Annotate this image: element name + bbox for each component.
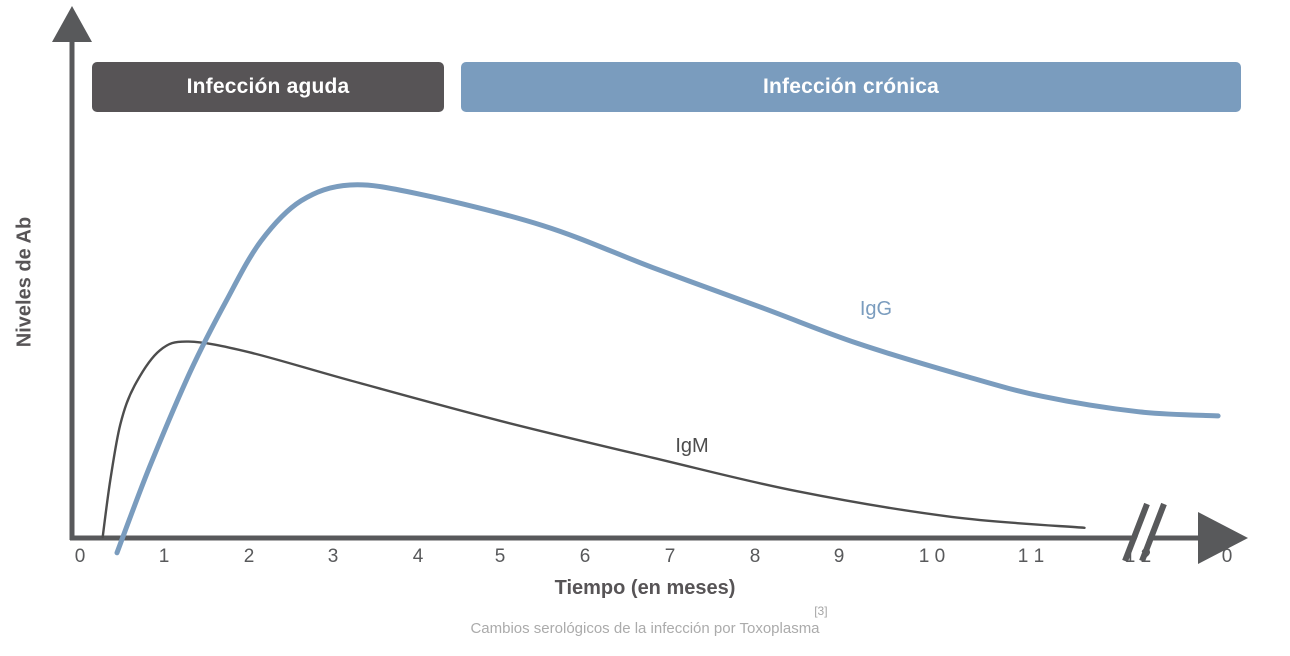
serology-plot: 0 1 2 3 4 5 6 7 8 9 1 0 1 1 1 2 0 IgM IgG [0,0,1290,656]
x-axis-title: Tiempo (en meses) [0,577,1290,600]
x-tick-label: 1 1 [1018,546,1044,567]
x-tick-label: 0 [75,546,86,567]
x-tick-label: 9 [834,546,845,567]
x-tick-label: 0 [1222,546,1233,567]
series-label-igm: IgM [675,435,708,457]
x-tick-label: 3 [328,546,339,567]
caption-text: Cambios serológicos de la infección por … [470,620,819,637]
chart-canvas: Infección aguda Infección crónica Nivele… [0,0,1290,656]
x-tick-label: 2 [244,546,255,567]
y-axis-arrow-icon [52,6,92,42]
curve-igm [103,342,1085,537]
x-tick-labels-group: 0 1 2 3 4 5 6 7 8 9 1 0 1 1 1 2 0 [75,546,1233,567]
curve-igg [117,185,1218,553]
x-tick-label: 1 0 [919,546,945,567]
curve-labels-group: IgM IgG [675,298,892,457]
x-tick-label: 8 [750,546,761,567]
x-tick-label: 4 [413,546,424,567]
x-tick-label: 6 [580,546,591,567]
x-tick-label: 1 2 [1125,546,1151,567]
citation-reference: [3] [814,604,827,618]
series-label-igg: IgG [860,298,892,320]
x-tick-label: 7 [665,546,676,567]
curves-group [103,185,1218,553]
x-tick-label: 5 [495,546,506,567]
x-tick-label: 1 [159,546,170,567]
figure-caption: [3] Cambios serológicos de la infección … [0,620,1290,638]
